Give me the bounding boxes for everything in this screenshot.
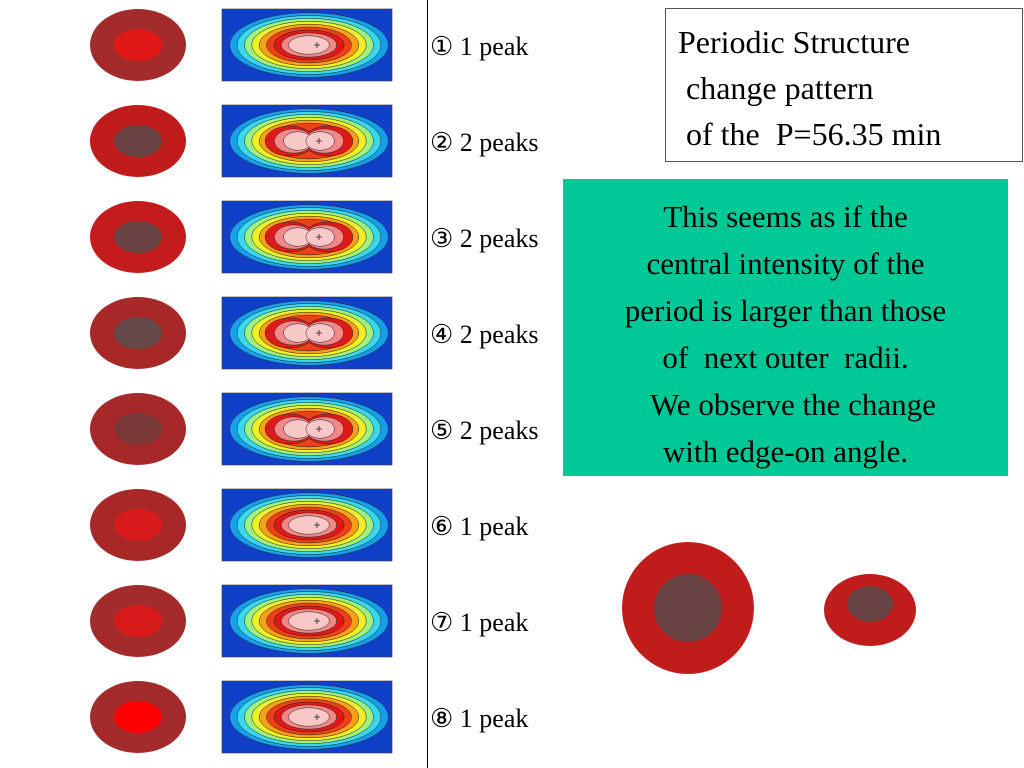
- contour-map: [214, 195, 398, 279]
- note-box: This seems as if the central intensity o…: [563, 179, 1008, 476]
- disc-core: [114, 701, 162, 733]
- pattern-row-3: ③ 2 peaks: [0, 192, 600, 286]
- contour-map: [214, 483, 398, 567]
- face-on-disc-model-icon: [622, 542, 754, 674]
- title-line-3: of the P=56.35 min: [678, 116, 942, 152]
- pattern-row-2: ② 2 peaks: [0, 96, 600, 190]
- pattern-row-6: ⑥ 1 peak: [0, 480, 600, 574]
- pattern-row-4: ④ 2 peaks: [0, 288, 600, 382]
- note-line-1: This seems as if the: [663, 199, 908, 234]
- disc-core: [114, 509, 162, 541]
- disc-model-icon: [90, 489, 186, 561]
- disc-core: [654, 574, 722, 642]
- disc-core: [114, 221, 162, 253]
- disc-model-icon: [90, 297, 186, 369]
- disc-model-icon: [90, 681, 186, 753]
- peak-label: ① 1 peak: [430, 32, 529, 61]
- peak-label: ⑦ 1 peak: [430, 608, 529, 637]
- title-box: Periodic Structure change pattern of the…: [665, 8, 1023, 162]
- contour-plot: [214, 99, 398, 183]
- disc-core: [114, 413, 162, 445]
- disc-model-icon: [90, 201, 186, 273]
- contour-plot: [214, 483, 398, 567]
- disc-model-icon: [90, 393, 186, 465]
- note-line-5: We observe the change: [635, 387, 936, 422]
- pattern-row-5: ⑤ 2 peaks: [0, 384, 600, 478]
- contour-map: [214, 3, 398, 87]
- disc-core: [114, 317, 162, 349]
- peak-label: ⑤ 2 peaks: [430, 416, 539, 445]
- disc-core: [114, 29, 162, 61]
- disc-model-icon: [90, 585, 186, 657]
- contour-plot: [214, 675, 398, 759]
- peak-label: ③ 2 peaks: [430, 224, 539, 253]
- vertical-divider: [427, 0, 428, 768]
- contour-plot: [214, 3, 398, 87]
- note-line-4: of next outer radii.: [662, 340, 909, 375]
- contour-plot: [214, 291, 398, 375]
- note-line-6: with edge-on angle.: [662, 434, 909, 469]
- title-line-1: Periodic Structure: [678, 24, 910, 60]
- contour-map: [214, 291, 398, 375]
- contour-plot: [214, 195, 398, 279]
- pattern-row-7: ⑦ 1 peak: [0, 576, 600, 670]
- contour-plot: [214, 579, 398, 663]
- peak-label: ④ 2 peaks: [430, 320, 539, 349]
- contour-map: [214, 675, 398, 759]
- title-line-2: change pattern: [678, 70, 874, 106]
- note-line-3: period is larger than those: [624, 293, 947, 328]
- peak-label: ② 2 peaks: [430, 128, 539, 157]
- contour-plot: [214, 387, 398, 471]
- pattern-row-1: ① 1 peak: [0, 0, 600, 94]
- contour-map: [214, 579, 398, 663]
- disc-core: [114, 125, 162, 157]
- note-line-2: central intensity of the: [646, 246, 925, 281]
- disc-model-icon: [90, 9, 186, 81]
- contour-map: [214, 99, 398, 183]
- inclined-disc-model-icon: [824, 574, 916, 646]
- contour-map: [214, 387, 398, 471]
- peak-label: ⑥ 1 peak: [430, 512, 529, 541]
- disc-core: [847, 586, 893, 622]
- pattern-row-8: ⑧ 1 peak: [0, 672, 600, 766]
- disc-core: [114, 605, 162, 637]
- disc-model-icon: [90, 105, 186, 177]
- peak-label: ⑧ 1 peak: [430, 704, 529, 733]
